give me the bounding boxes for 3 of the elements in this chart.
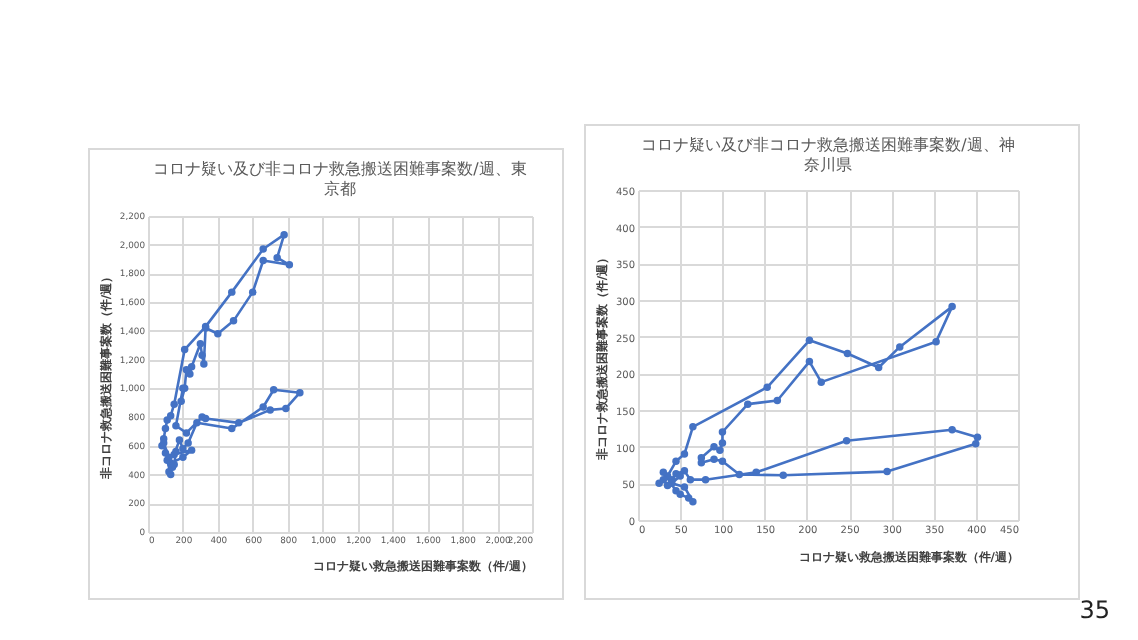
chart-title: コロナ疑い及び非コロナ救急搬送困難事案数/週、神奈川県 (641, 136, 1015, 174)
text: 35 (1079, 596, 1110, 624)
chart-title: コロナ疑い及び非コロナ救急搬送困難事案数/週、東京都 (153, 160, 527, 198)
